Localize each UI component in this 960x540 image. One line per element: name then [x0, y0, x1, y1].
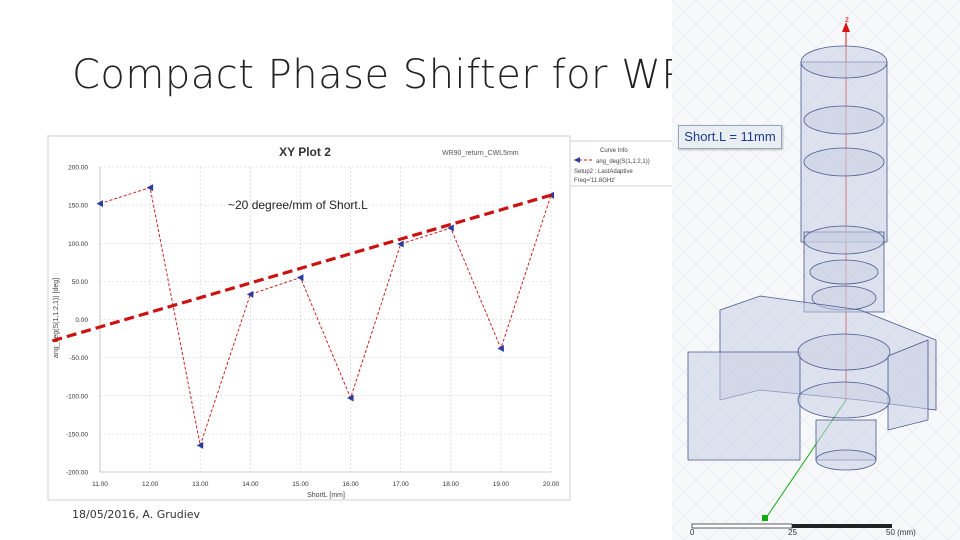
grid	[99, 166, 552, 473]
z-axis-arrow	[842, 22, 850, 32]
legend-box	[569, 140, 677, 187]
x-tick-label: 14.00	[242, 481, 259, 488]
x-tick-label: 13.00	[192, 481, 209, 488]
y-tick-labels: 200.00 150.00 100.00 50.00 0.00 -50.00 -100.00…	[66, 165, 88, 477]
data-point	[447, 224, 454, 232]
legend-line3: Freq='11.8GHz'	[574, 178, 615, 184]
x-axis-label: ShortL [mm]	[307, 492, 345, 499]
slide-title: Compact Phase Shifter for WR90	[72, 52, 742, 98]
legend-line1: ang_deg(S(1,1:2,1))	[596, 159, 650, 165]
data-point	[296, 274, 304, 282]
y-axis-label: ang_deg(S(1,1:2,1)) [deg]	[53, 278, 60, 358]
chart-title: XY Plot 2	[279, 145, 331, 159]
legend-header: Curve Info	[600, 148, 628, 154]
waveguide-3d-view: z	[672, 0, 960, 540]
y-tick-label: 150.00	[68, 203, 88, 210]
legend-line2: Setup2 : LastAdaptive	[574, 169, 633, 175]
data-point	[96, 200, 103, 208]
chart-subtitle: WR90_return_CWL5mm	[442, 150, 519, 157]
y-tick-label: 50.00	[72, 279, 89, 286]
y-tick-label: 100.00	[68, 241, 88, 248]
data-point	[497, 344, 504, 352]
footer: 18/05/2016, A. Grudiev	[72, 508, 201, 521]
y-tick-label: 200.00	[68, 165, 88, 172]
scale-label-25: 25	[788, 528, 797, 537]
x-tick-labels: 11.00 12.00 13.00 14.00 15.00 16.00 17.00 18.00…	[92, 481, 559, 488]
x-tick-label: 12.00	[142, 481, 159, 488]
trend-line	[51, 192, 557, 343]
legend: Curve Info ang_deg(S(1,1:2,1)) Setup2 : …	[569, 140, 677, 187]
x-tick-label: 18.00	[443, 481, 460, 488]
y-tick-label: -50.00	[70, 355, 89, 362]
shortl-badge: Short.L = 11mm	[678, 125, 782, 149]
trend-group	[51, 192, 557, 343]
scale-label-50: 50 (mm)	[886, 528, 916, 537]
data-point	[397, 240, 404, 248]
y-tick-label: -200.00	[66, 470, 88, 477]
x-tick-label: 20.00	[543, 481, 560, 488]
x-tick-label: 15.00	[292, 481, 309, 488]
data-point	[347, 394, 354, 402]
trend-annotation: ~20 degree/mm of Short.L	[228, 198, 368, 212]
scale-label-0: 0	[690, 528, 695, 537]
x-tick-label: 11.00	[92, 481, 108, 488]
data-point	[246, 290, 254, 298]
y-tick-label: 0.00	[75, 317, 88, 324]
z-axis-label: z	[845, 15, 849, 24]
x-tick-label: 16.00	[342, 481, 359, 488]
series-line	[99, 186, 552, 448]
y-tick-label: -150.00	[66, 431, 88, 438]
data-point	[196, 441, 204, 449]
plot-frame	[47, 135, 571, 501]
x-tick-label: 19.00	[493, 481, 510, 488]
series-group	[96, 184, 554, 449]
y-tick-label: -100.00	[66, 393, 88, 400]
legend-marker	[574, 157, 580, 163]
data-point	[146, 184, 154, 192]
x-tick-label: 17.00	[393, 481, 410, 488]
scale-bar: 0 25 50 (mm)	[690, 518, 922, 538]
waveguide-model-drawing: z	[672, 0, 960, 540]
